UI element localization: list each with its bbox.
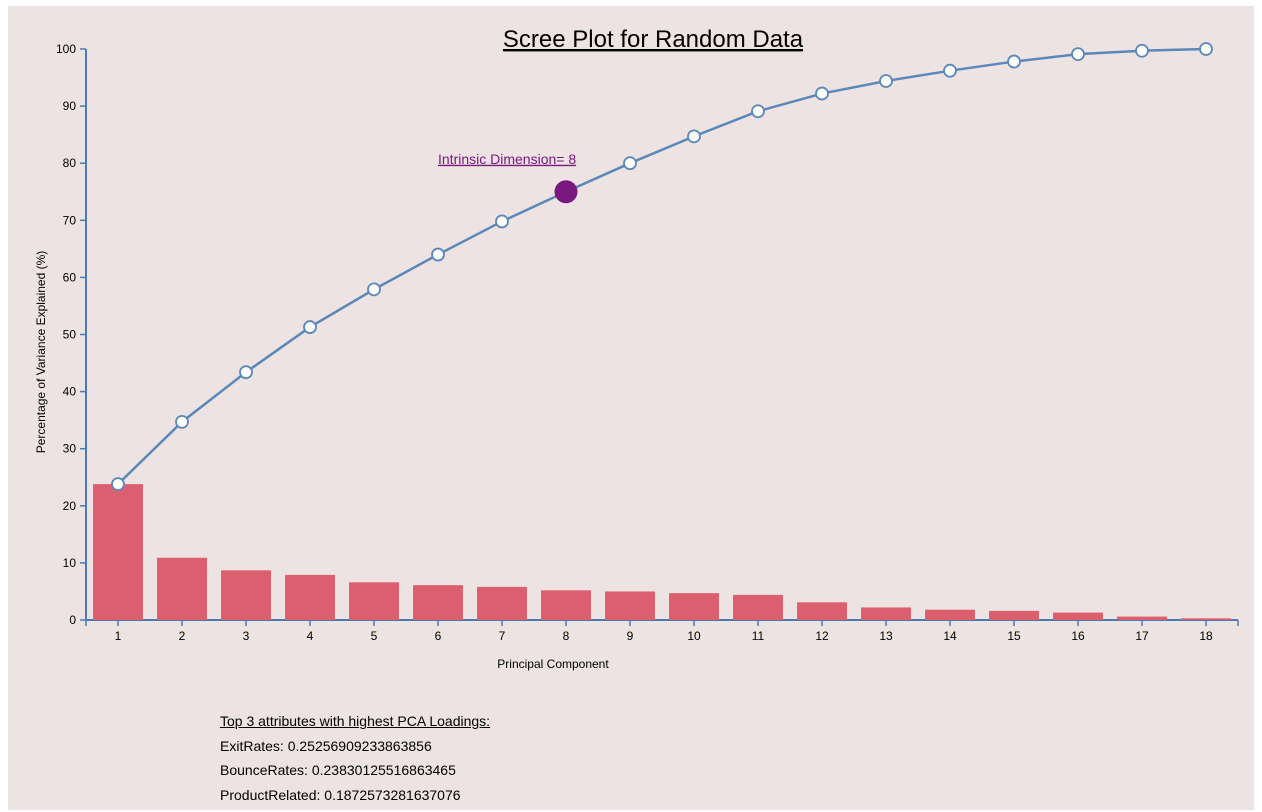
y-axis: 0 10 20 30 40 50 60 70 80 90 100 <box>56 42 87 627</box>
cumulative-point <box>879 74 893 88</box>
y-tick-label: 0 <box>69 613 76 627</box>
cumulative-point <box>943 63 957 78</box>
cumulative-point <box>495 214 509 229</box>
cumulative-line <box>117 47 1207 485</box>
y-axis-label: Percentage of Variance Explained (%) <box>34 251 48 454</box>
x-tick-label: 13 <box>879 629 893 643</box>
cumulative-point <box>1199 42 1213 56</box>
cumulative-point <box>623 156 637 171</box>
x-tick-label: 5 <box>371 629 378 643</box>
x-tick-label: 18 <box>1199 629 1213 643</box>
chart-panel: Scree Plot for Random Data Percentage of… <box>8 6 1254 810</box>
cumulative-point <box>815 86 829 101</box>
cumulative-point <box>687 129 701 144</box>
x-tick-label: 12 <box>815 629 829 643</box>
x-tick-label: 4 <box>307 629 314 643</box>
bar <box>477 586 527 620</box>
bar <box>1117 616 1167 620</box>
y-tick-label: 20 <box>63 499 77 513</box>
cumulative-point <box>431 247 445 262</box>
bar <box>605 591 655 620</box>
y-tick-label: 40 <box>63 385 77 399</box>
bar <box>989 610 1039 620</box>
chart-title: Scree Plot for Random Data <box>503 26 804 53</box>
y-tick-label: 80 <box>63 156 77 170</box>
cumulative-point <box>175 414 189 429</box>
cumulative-points <box>111 42 1213 492</box>
y-tick-label: 100 <box>56 42 76 56</box>
bar <box>1181 618 1231 620</box>
x-tick-label: 6 <box>435 629 442 643</box>
bar <box>925 609 975 620</box>
loading-item: BounceRates: 0.23830125516863465 <box>220 762 456 778</box>
y-tick-label: 90 <box>63 99 77 113</box>
bar <box>669 593 719 620</box>
intrinsic-dimension-label: Intrinsic Dimension= 8 <box>438 151 576 167</box>
cumulative-point <box>1007 54 1021 69</box>
cumulative-point <box>303 320 317 334</box>
bar <box>157 557 207 620</box>
y-tick-label: 50 <box>63 328 77 342</box>
x-tick-label: 9 <box>627 629 634 643</box>
x-tick-label: 8 <box>563 629 570 643</box>
bars <box>93 484 1231 620</box>
x-tick-label: 15 <box>1007 629 1021 643</box>
x-tick-label: 11 <box>752 629 765 643</box>
bar <box>797 602 847 620</box>
x-axis-label: Principal Component <box>497 657 609 671</box>
bar <box>285 574 335 620</box>
x-tick-label: 7 <box>499 629 506 643</box>
pca-loadings: Top 3 attributes with highest PCA Loadin… <box>220 709 490 807</box>
x-axis: 1 2 3 4 5 6 7 8 9 10 11 12 13 14 15 16 17 18 <box>85 619 1239 643</box>
y-tick-label: 30 <box>63 442 77 456</box>
cumulative-line-path <box>117 47 1207 485</box>
x-tick-label: 14 <box>943 629 957 643</box>
loading-item: ExitRates: 0.25256909233863856 <box>220 737 432 754</box>
y-tick-label: 70 <box>63 213 77 227</box>
y-tick-label: 60 <box>63 270 77 284</box>
scree-plot: Scree Plot for Random Data Percentage of… <box>34 26 1239 671</box>
cumulative-point <box>367 282 381 297</box>
bar <box>349 582 399 620</box>
cumulative-point <box>239 365 253 380</box>
y-tick-label: 10 <box>63 556 77 570</box>
loadings-heading: Top 3 attributes with highest PCA Loadin… <box>220 713 491 729</box>
bar <box>733 594 783 620</box>
loading-item: ProductRelated: 0.1872573281637076 <box>220 786 461 803</box>
cumulative-point <box>1071 47 1085 62</box>
cumulative-point <box>751 104 765 119</box>
bar <box>541 590 591 620</box>
x-tick-label: 2 <box>179 629 186 643</box>
bar <box>861 607 911 620</box>
x-tick-label: 16 <box>1071 629 1085 643</box>
x-tick-label: 10 <box>687 629 701 643</box>
bar <box>413 585 463 620</box>
bar <box>221 570 271 620</box>
bar <box>93 484 143 620</box>
intrinsic-dimension-point <box>554 180 578 204</box>
cumulative-point <box>1135 43 1149 58</box>
x-tick-label: 17 <box>1135 629 1149 643</box>
x-tick-label: 1 <box>115 629 122 643</box>
cumulative-point <box>111 477 125 492</box>
bar <box>1053 612 1103 620</box>
x-tick-label: 3 <box>243 629 250 643</box>
